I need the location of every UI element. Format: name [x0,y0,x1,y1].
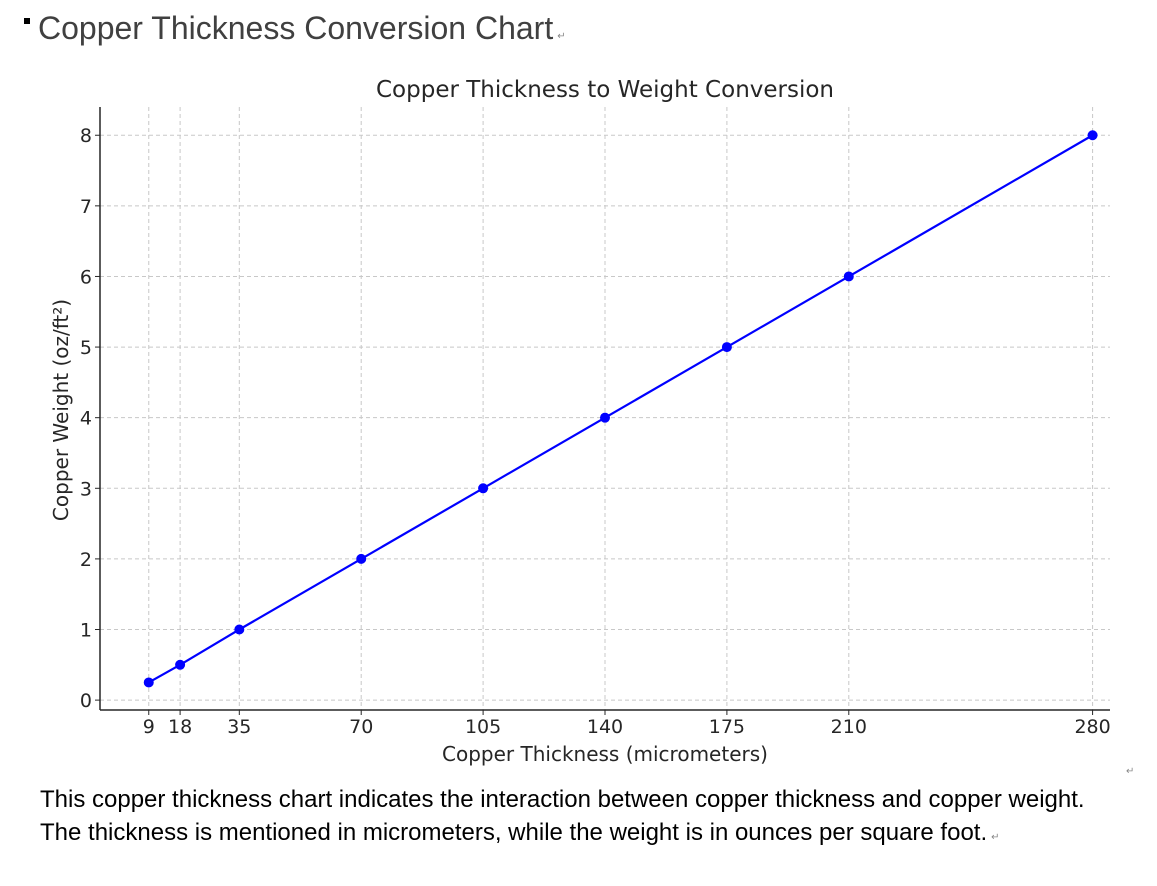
data-point [356,553,367,564]
x-tick-label: 105 [465,716,501,738]
y-tick-label: 8 [80,125,92,147]
x-axis-label: Copper Thickness (micrometers) [442,742,768,766]
paragraph-text: This copper thickness chart indicates th… [40,786,1085,846]
y-tick-label: 6 [80,266,92,288]
x-tick-label: 18 [168,716,192,738]
data-point [234,624,245,635]
x-tick-label: 140 [587,716,623,738]
x-tick-label: 70 [349,716,373,738]
data-point [721,342,732,353]
x-tick-label: 210 [831,716,867,738]
x-tick-label: 280 [1074,716,1110,738]
bullet-icon [24,18,30,24]
series-line [148,134,1094,684]
paragraph-mark-icon: ↵ [991,832,1000,843]
x-tick-label: 175 [709,716,745,738]
y-tick-label: 2 [80,549,92,571]
y-tick-label: 1 [80,620,92,642]
y-tick-label: 3 [80,478,92,500]
paragraph-mark-icon: ↵ [557,31,566,42]
y-axis-label: Copper Weight (oz/ft²) [49,299,73,521]
x-tick-label: 9 [143,716,155,738]
y-tick-label: 4 [80,408,92,430]
x-tick-label: 35 [227,716,251,738]
document-heading: Copper Thickness Conversion Chart ↵ [24,10,566,47]
data-point [843,271,854,282]
data-point [143,677,154,688]
data-point [600,412,610,423]
data-point [175,659,186,670]
document-paragraph: This copper thickness chart indicates th… [40,783,1130,854]
chart-title: Copper Thickness to Weight Conversion [376,77,834,103]
y-tick-label: 7 [80,196,92,218]
data-point [1087,130,1098,141]
paragraph-mark-icon: ↵ [1126,766,1135,777]
heading-text: Copper Thickness Conversion Chart [38,10,554,46]
y-tick-label: 5 [80,337,92,359]
y-tick-label: 0 [80,690,92,712]
data-point [478,483,489,494]
